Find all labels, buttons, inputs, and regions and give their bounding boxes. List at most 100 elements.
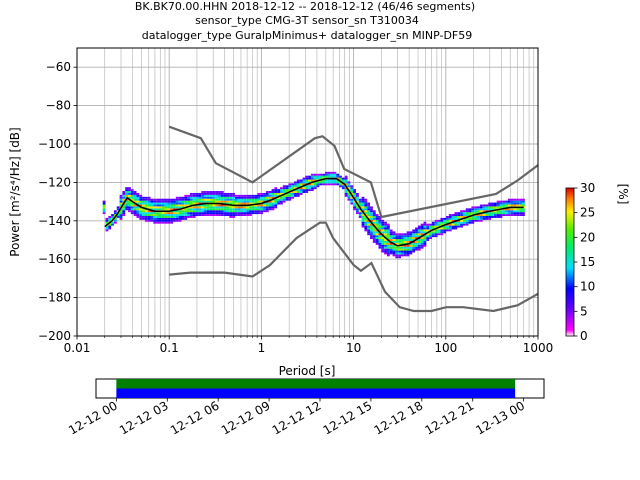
heatmap-cell — [263, 202, 266, 205]
heatmap-cell — [437, 221, 441, 224]
heatmap-cell — [105, 225, 109, 228]
heatmap-cell — [471, 212, 475, 215]
heatmap-cell — [173, 202, 176, 205]
heatmap-cell — [327, 173, 331, 176]
heatmap-cell — [355, 210, 359, 213]
heatmap-cell — [420, 233, 424, 236]
heatmap-cell — [372, 210, 376, 213]
heatmap-cell — [229, 202, 233, 205]
heatmap-cell — [119, 210, 123, 213]
heatmap-cell — [164, 206, 168, 209]
heatmap-cell — [420, 223, 424, 226]
heatmap-cell — [128, 204, 131, 207]
heatmap-cell — [420, 231, 424, 234]
heatmap-cell — [513, 210, 517, 213]
heatmap-cell — [243, 210, 247, 213]
heatmap-cell — [198, 206, 202, 209]
heatmap-cell — [370, 217, 373, 220]
heatmap-cell — [485, 217, 489, 220]
heatmap-cell — [431, 225, 435, 228]
heatmap-cell — [496, 204, 500, 207]
heatmap-cell — [341, 179, 345, 182]
heatmap-cell — [212, 214, 216, 216]
heatmap-cell — [420, 246, 424, 249]
heatmap-cell — [353, 192, 356, 195]
heatmap-cell — [113, 221, 117, 224]
heatmap-cell — [170, 221, 174, 224]
heatmap-cell — [389, 252, 393, 255]
heatmap-cell — [136, 210, 140, 213]
heatmap-cell — [218, 200, 221, 203]
heatmap-cell — [522, 212, 525, 215]
heatmap-cell — [395, 240, 399, 243]
heatmap-cell — [119, 214, 123, 216]
heatmap-cell — [237, 200, 241, 203]
heatmap-cell — [158, 217, 162, 220]
heatmap-cell — [139, 194, 143, 197]
heatmap-cell — [158, 198, 162, 201]
heatmap-cell — [243, 202, 247, 205]
heatmap-cell — [485, 208, 489, 211]
heatmap-cell — [403, 246, 407, 249]
heatmap-cell — [364, 223, 368, 226]
heatmap-cell — [423, 223, 427, 226]
heatmap-cell — [361, 200, 365, 203]
heatmap-cell — [319, 173, 323, 176]
heatmap-cell — [243, 214, 247, 216]
heatmap-cell — [144, 216, 148, 218]
heatmap-cell — [389, 235, 393, 238]
heatmap-cell — [254, 200, 258, 203]
heatmap-cell — [429, 233, 432, 236]
heatmap-cell — [263, 210, 266, 213]
heatmap-cell — [243, 212, 247, 215]
heatmap-cell — [234, 196, 238, 199]
heatmap-cell — [386, 248, 390, 251]
heatmap-cell — [364, 200, 368, 203]
heatmap-cell — [415, 229, 418, 232]
heatmap-cell — [232, 212, 235, 215]
heatmap-cell — [378, 217, 382, 220]
heatmap-cell — [299, 189, 303, 192]
heatmap-cell — [218, 198, 221, 201]
heatmap-cell — [268, 192, 272, 195]
heatmap-cell — [144, 200, 148, 203]
heatmap-cell — [234, 212, 238, 215]
heatmap-cell — [412, 229, 416, 232]
heatmap-cell — [423, 225, 427, 228]
heatmap-cell — [158, 212, 162, 215]
heatmap-cell — [277, 198, 281, 201]
heatmap-cell — [389, 248, 393, 251]
heatmap-cell — [175, 196, 179, 199]
heatmap-cell — [392, 233, 396, 236]
heatmap-cell — [215, 206, 219, 209]
heatmap-cell — [175, 216, 179, 218]
heatmap-cell — [471, 219, 475, 222]
heatmap-cell — [398, 239, 402, 241]
heatmap-cell — [454, 221, 458, 224]
heatmap-cell — [170, 206, 174, 209]
heatmap-cell — [386, 244, 390, 247]
heatmap-cell — [361, 206, 365, 209]
heatmap-cell — [412, 233, 416, 236]
heatmap-cell — [325, 179, 328, 182]
heatmap-cell — [465, 221, 469, 224]
heatmap-cell — [386, 240, 390, 243]
heatmap-cell — [229, 208, 233, 211]
heatmap-cell — [353, 204, 356, 207]
heatmap-cell — [434, 225, 438, 228]
heatmap-cell — [277, 196, 281, 199]
heatmap-cell — [341, 185, 345, 188]
heatmap-cell — [285, 196, 289, 199]
heatmap-cell — [378, 235, 382, 238]
heatmap-cell — [226, 214, 230, 216]
heatmap-cell — [417, 244, 421, 247]
heatmap-cell — [187, 194, 190, 197]
heatmap-cell — [364, 208, 368, 211]
timeline-tick-label: 12-12 03 — [117, 398, 171, 437]
heatmap-cell — [460, 221, 463, 224]
heatmap-cell — [519, 208, 523, 211]
heatmap-cell — [271, 194, 275, 197]
heatmap-cell — [161, 208, 165, 211]
heatmap-cell — [178, 212, 182, 215]
heatmap-cell — [251, 202, 255, 205]
